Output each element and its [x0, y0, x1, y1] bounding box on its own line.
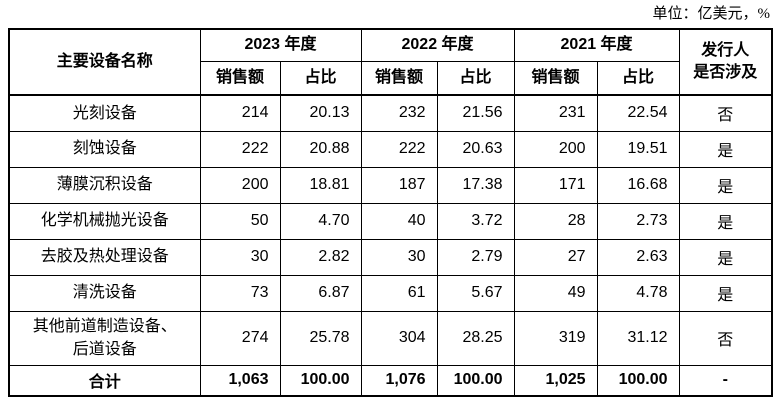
- sales-2021: 319: [513, 310, 598, 366]
- table-row-cleaning: 清洗设备 73 6.87 61 5.67 49 4.78 是: [8, 274, 773, 312]
- equipment-sales-table: 主要设备名称 2023 年度 2022 年度 2021 年度 发行人 是否涉及 …: [8, 28, 774, 397]
- total-pct-2023: 100.00: [279, 364, 362, 397]
- header-year-2021: 2021 年度: [513, 28, 680, 62]
- total-issuer: -: [678, 364, 773, 397]
- issuer-involved: 是: [678, 202, 773, 240]
- header-device-name: 主要设备名称: [8, 28, 201, 96]
- table-row-deposition: 薄膜沉积设备 200 18.81 187 17.38 171 16.68 是: [8, 166, 773, 204]
- table-row-strip-thermal: 去胶及热处理设备 30 2.82 30 2.79 27 2.63 是: [8, 238, 773, 276]
- pct-2021: 2.73: [596, 202, 680, 240]
- issuer-involved: 是: [678, 166, 773, 204]
- header-pct-2023: 占比: [279, 60, 362, 96]
- device-name: 薄膜沉积设备: [8, 166, 201, 204]
- pct-2022: 3.72: [436, 202, 515, 240]
- pct-2023: 4.70: [279, 202, 362, 240]
- device-name: 刻蚀设备: [8, 130, 201, 168]
- pct-2021: 22.54: [596, 94, 680, 132]
- total-sales-2023: 1,063: [199, 364, 281, 397]
- header-year-2023: 2023 年度: [199, 28, 362, 62]
- pct-2023: 25.78: [279, 310, 362, 366]
- pct-2021: 2.63: [596, 238, 680, 276]
- header-sales-2021: 销售额: [513, 60, 598, 96]
- header-year-2022: 2022 年度: [360, 28, 515, 62]
- total-sales-2021: 1,025: [513, 364, 598, 397]
- pct-2022: 17.38: [436, 166, 515, 204]
- issuer-involved: 否: [678, 310, 773, 366]
- pct-2023: 20.88: [279, 130, 362, 168]
- pct-2022: 2.79: [436, 238, 515, 276]
- device-name: 化学机械抛光设备: [8, 202, 201, 240]
- device-name: 光刻设备: [8, 94, 201, 132]
- pct-2021: 4.78: [596, 274, 680, 312]
- sales-2023: 30: [199, 238, 281, 276]
- header-sales-2023: 销售额: [199, 60, 281, 96]
- pct-2023: 6.87: [279, 274, 362, 312]
- device-name: 清洗设备: [8, 274, 201, 312]
- pct-2022: 5.67: [436, 274, 515, 312]
- sales-2022: 187: [360, 166, 438, 204]
- total-pct-2022: 100.00: [436, 364, 515, 397]
- table-row-etching: 刻蚀设备 222 20.88 222 20.63 200 19.51 是: [8, 130, 773, 168]
- unit-note: 单位：亿美元，%: [652, 6, 771, 22]
- device-name: 去胶及热处理设备: [8, 238, 201, 276]
- sales-2023: 200: [199, 166, 281, 204]
- sales-2021: 49: [513, 274, 598, 312]
- header-pct-2022: 占比: [436, 60, 515, 96]
- pct-2021: 19.51: [596, 130, 680, 168]
- table-row-total: 合计 1,063 100.00 1,076 100.00 1,025 100.0…: [8, 364, 773, 397]
- device-name: 其他前道制造设备、 后道设备: [8, 310, 201, 366]
- pct-2021: 31.12: [596, 310, 680, 366]
- table-row-lithography: 光刻设备 214 20.13 232 21.56 231 22.54 否: [8, 94, 773, 132]
- sales-2021: 231: [513, 94, 598, 132]
- sales-2023: 222: [199, 130, 281, 168]
- sales-2023: 274: [199, 310, 281, 366]
- sales-2021: 27: [513, 238, 598, 276]
- table-row-cmp: 化学机械抛光设备 50 4.70 40 3.72 28 2.73 是: [8, 202, 773, 240]
- sales-2023: 73: [199, 274, 281, 312]
- pct-2021: 16.68: [596, 166, 680, 204]
- issuer-involved: 是: [678, 130, 773, 168]
- issuer-involved: 否: [678, 94, 773, 132]
- header-pct-2021: 占比: [596, 60, 680, 96]
- table-row-other-equipment: 其他前道制造设备、 后道设备 274 25.78 304 28.25 319 3…: [8, 310, 773, 366]
- pct-2022: 20.63: [436, 130, 515, 168]
- pct-2022: 21.56: [436, 94, 515, 132]
- sales-2022: 61: [360, 274, 438, 312]
- pct-2023: 18.81: [279, 166, 362, 204]
- sales-2023: 50: [199, 202, 281, 240]
- sales-2022: 30: [360, 238, 438, 276]
- issuer-involved: 是: [678, 238, 773, 276]
- sales-2021: 28: [513, 202, 598, 240]
- sales-2021: 171: [513, 166, 598, 204]
- sales-2022: 304: [360, 310, 438, 366]
- sales-2023: 214: [199, 94, 281, 132]
- header-sales-2022: 销售额: [360, 60, 438, 96]
- sales-2022: 40: [360, 202, 438, 240]
- total-sales-2022: 1,076: [360, 364, 438, 397]
- pct-2023: 20.13: [279, 94, 362, 132]
- total-label: 合计: [8, 364, 201, 397]
- total-pct-2021: 100.00: [596, 364, 680, 397]
- header-issuer-involved: 发行人 是否涉及: [678, 28, 773, 96]
- issuer-involved: 是: [678, 274, 773, 312]
- pct-2022: 28.25: [436, 310, 515, 366]
- sales-2022: 232: [360, 94, 438, 132]
- sales-2021: 200: [513, 130, 598, 168]
- pct-2023: 2.82: [279, 238, 362, 276]
- sales-2022: 222: [360, 130, 438, 168]
